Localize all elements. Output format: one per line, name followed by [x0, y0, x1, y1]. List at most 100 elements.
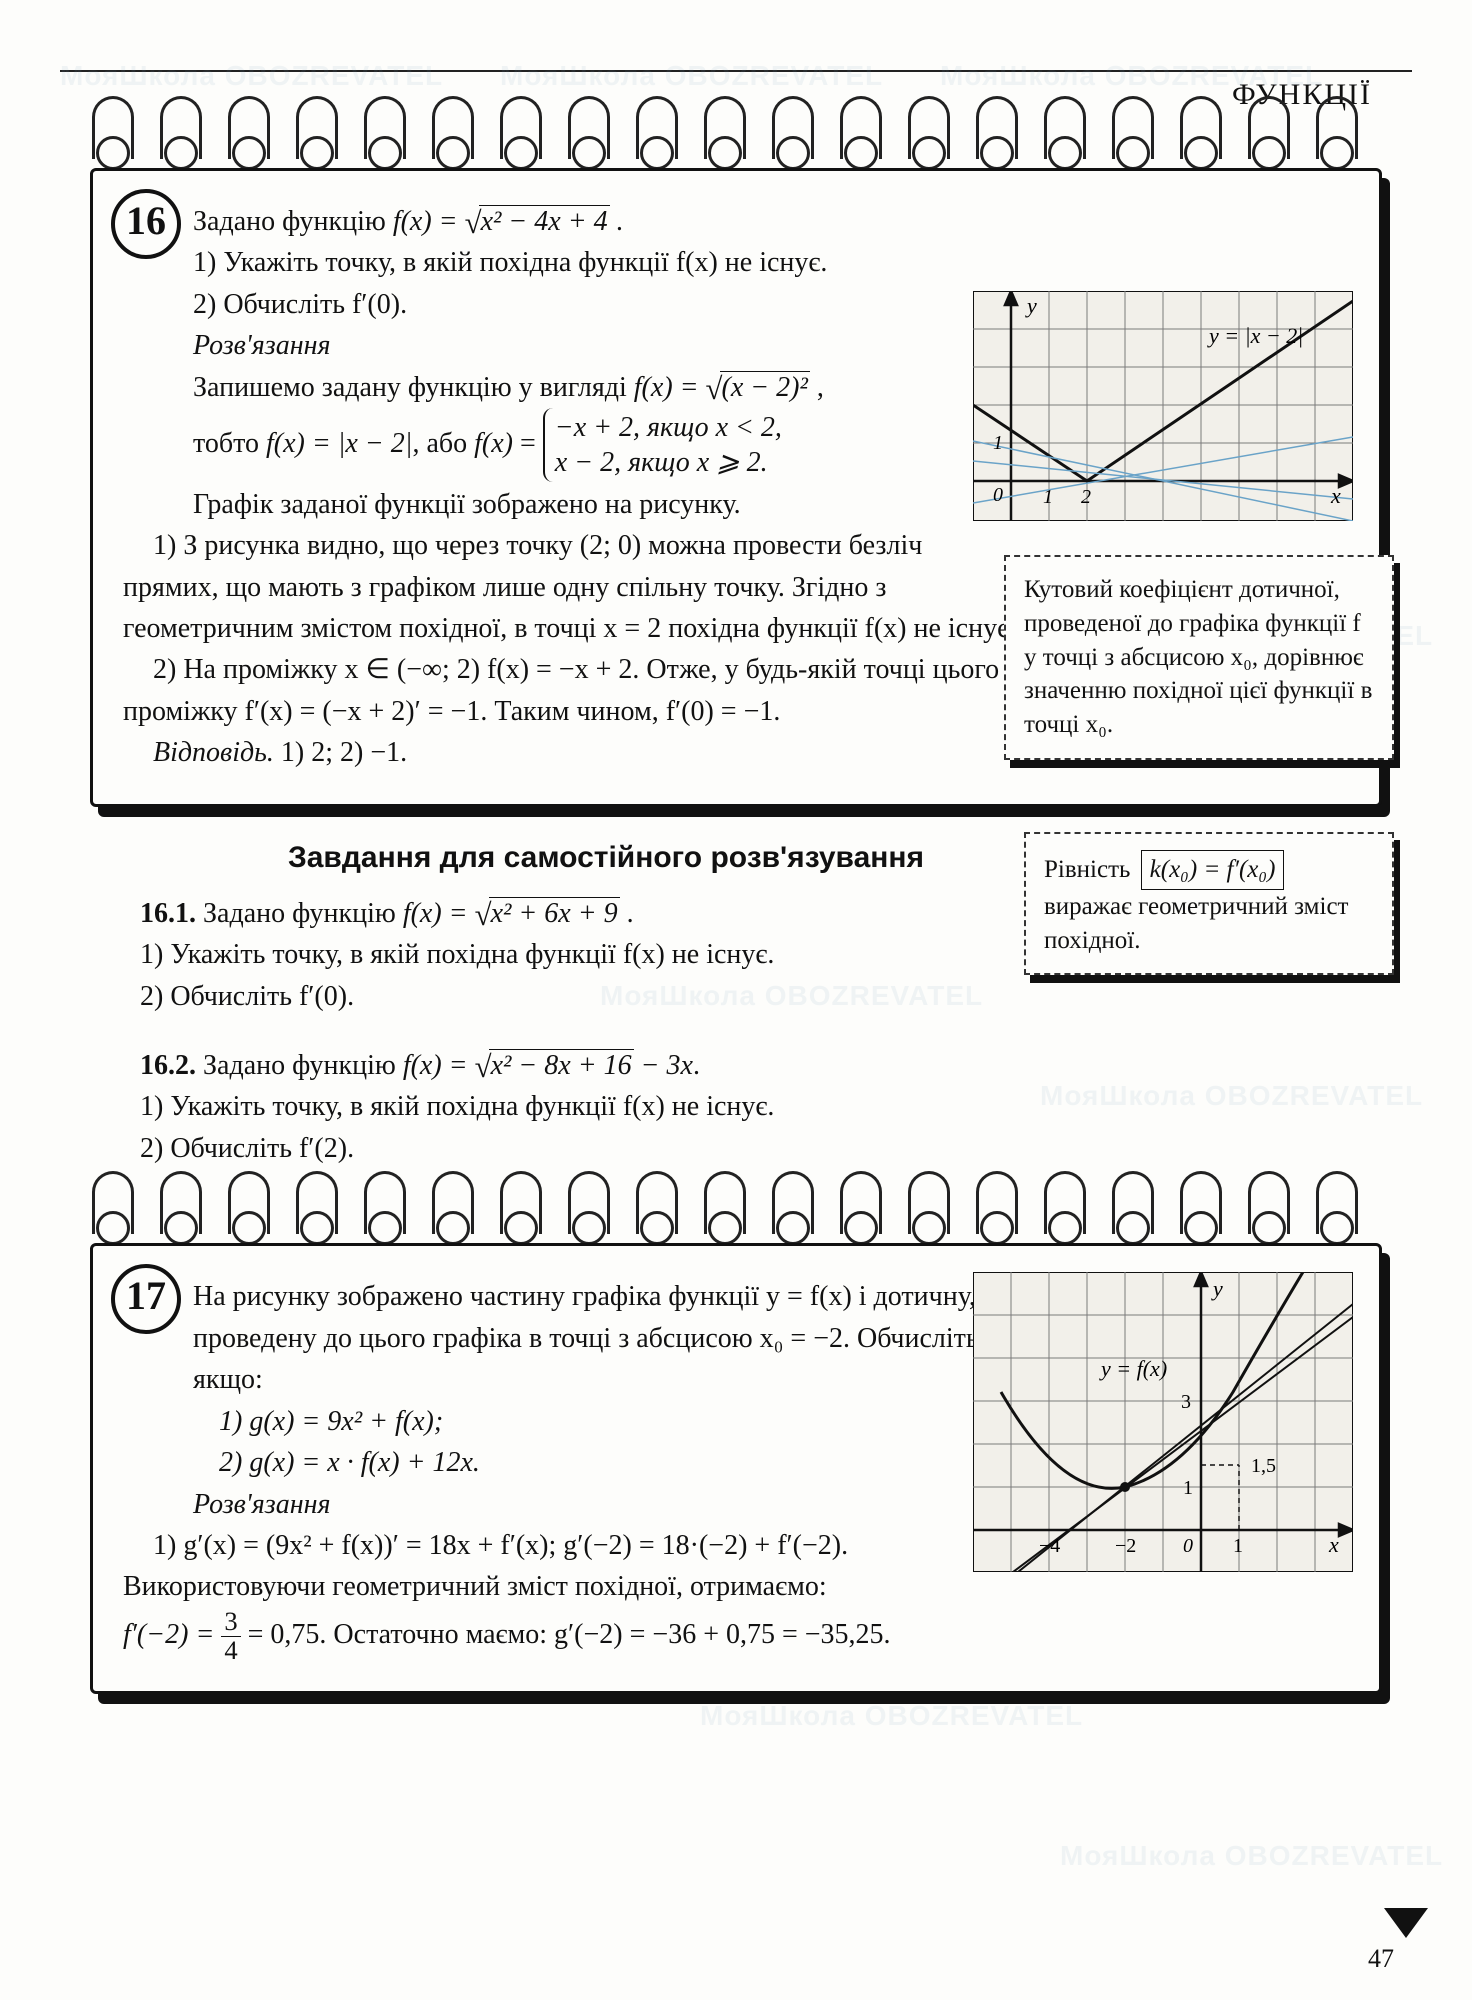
- spiral-hole: [300, 136, 334, 170]
- spiral-hole: [640, 1211, 674, 1245]
- p17-line2: Використовуючи геометричний зміст похідн…: [123, 1566, 1349, 1607]
- svg-text:1: 1: [1233, 1535, 1243, 1557]
- p17-item1: 1) g(x) = 9x² + f(x);: [193, 1401, 1089, 1442]
- task-16-2: 16.2. Задано функцію f(x) = x² − 8x + 16…: [140, 1045, 1352, 1169]
- p16-piece1: −x + 2, якщо x < 2,: [555, 410, 782, 445]
- p16-intro: Задано функцію: [193, 206, 393, 237]
- spiral-hole: [1184, 136, 1218, 170]
- p17-line3b: = 0,75. Остаточно маємо: g′(−2) = −36 + …: [248, 1619, 891, 1650]
- task-16-1-num: 16.1.: [140, 898, 196, 929]
- task-16-1-q1: 1) Укажіть точку, в якій похідна функції…: [140, 939, 774, 970]
- spiral-hole: [1320, 1211, 1354, 1245]
- p17-frac-den: 4: [221, 1637, 240, 1665]
- spiral-hole: [232, 1211, 266, 1245]
- spiral-hole: [572, 1211, 606, 1245]
- spiral-hole: [912, 136, 946, 170]
- spiral-hole: [436, 1211, 470, 1245]
- p16-line3: Графік заданої функції зображено на рису…: [193, 484, 1073, 525]
- watermark: МояШкола OBOZREVATEL: [700, 1700, 1083, 1732]
- task-16-2-q1: 1) Укажіть точку, в якій похідна функції…: [140, 1091, 774, 1122]
- spiral-hole: [912, 1211, 946, 1245]
- svg-text:1: 1: [993, 432, 1003, 454]
- corner-triangle-icon: [1384, 1908, 1428, 1938]
- callout2-post: виражає геометричний зміст похідної.: [1044, 893, 1348, 954]
- p16-answer-label: Відповідь.: [153, 737, 274, 768]
- svg-text:x: x: [1328, 1532, 1339, 1557]
- spiral-hole: [1252, 136, 1286, 170]
- svg-text:−2: −2: [1115, 1535, 1136, 1557]
- spiral-hole: [1252, 1211, 1286, 1245]
- svg-text:0: 0: [1183, 1535, 1193, 1557]
- spiral-hole: [708, 136, 742, 170]
- panel-17: 17: [90, 1243, 1382, 1693]
- spiral-hole: [1116, 1211, 1150, 1245]
- p16-answer: 1) 2; 2) −1.: [281, 737, 407, 768]
- spiral-hole: [572, 136, 606, 170]
- spiral-hole: [96, 136, 130, 170]
- header-rule: [60, 70, 1412, 72]
- p17-line3a: f′(−2) =: [123, 1619, 221, 1650]
- spiral-hole: [368, 136, 402, 170]
- p17-intro: На рисунку зображено частину графіка фун…: [193, 1276, 1063, 1400]
- page-number: 47: [1368, 1944, 1394, 1974]
- svg-text:x: x: [1330, 483, 1341, 508]
- panel-number-16: 16: [111, 189, 181, 259]
- panel-number-17: 17: [111, 1264, 181, 1334]
- svg-text:y: y: [1025, 293, 1037, 318]
- svg-text:0: 0: [993, 484, 1003, 506]
- task-16-2-q2: 2) Обчисліть f′(2).: [140, 1133, 354, 1164]
- spiral-hole: [980, 1211, 1014, 1245]
- spiral-hole: [776, 136, 810, 170]
- svg-text:1: 1: [1043, 486, 1053, 508]
- spiral-hole: [504, 136, 538, 170]
- p16-func: f(x) = x² − 4x + 4 .: [393, 206, 624, 237]
- p17-frac-num: 3: [221, 1608, 240, 1637]
- graph-tangent: −4 −2 0 1 1 3 1,5 y x y = f(x): [973, 1272, 1353, 1572]
- spiral-hole: [164, 136, 198, 170]
- spiral-hole: [368, 1211, 402, 1245]
- spiral-hole: [980, 136, 1014, 170]
- spiral-hole: [1320, 136, 1354, 170]
- spiral-binding-bottom: [90, 1197, 1382, 1243]
- p17-line1: 1) g′(x) = (9x² + f(x))′ = 18x + f′(x); …: [153, 1525, 1053, 1566]
- panel-16-graph-wrap: 0 1 2 1 y x y = |x − 2|: [973, 291, 1353, 521]
- spiral-hole: [300, 1211, 334, 1245]
- svg-text:2: 2: [1081, 486, 1091, 508]
- p16-piece2: x − 2, якщо x ⩾ 2.: [555, 445, 782, 480]
- p16-line5: 2) На проміжку x ∈ (−∞; 2) f(x) = −x + 2…: [123, 649, 1023, 732]
- watermark: МояШкола OBOZREVATEL: [1060, 1840, 1443, 1872]
- spiral-hole: [1048, 1211, 1082, 1245]
- svg-text:y = f(x): y = f(x): [1099, 1356, 1167, 1381]
- svg-text:3: 3: [1181, 1391, 1191, 1413]
- spiral-hole: [776, 1211, 810, 1245]
- callout-equality: Рівність k(x₀) = f′(x₀) виражає геометри…: [1024, 832, 1394, 975]
- spiral-hole: [436, 136, 470, 170]
- spiral-hole: [844, 136, 878, 170]
- p16-q1: 1) Укажіть точку, в якій похідна функції…: [193, 242, 1073, 283]
- spiral-hole: [640, 136, 674, 170]
- task-16-2-num: 16.2.: [140, 1050, 196, 1081]
- svg-text:1,5: 1,5: [1251, 1455, 1276, 1477]
- graph-abs-value: 0 1 2 1 y x y = |x − 2|: [973, 291, 1353, 521]
- spiral-hole: [504, 1211, 538, 1245]
- task-16-1: 16.1. Задано функцію f(x) = x² + 6x + 9 …: [140, 893, 1000, 1017]
- spiral-hole: [164, 1211, 198, 1245]
- spiral-hole: [232, 136, 266, 170]
- spiral-hole: [844, 1211, 878, 1245]
- svg-text:y = |x − 2|: y = |x − 2|: [1207, 323, 1303, 348]
- task-16-1-q2: 2) Обчисліть f′(0).: [140, 981, 354, 1012]
- spiral-hole: [1116, 136, 1150, 170]
- svg-text:−4: −4: [1039, 1535, 1060, 1557]
- spiral-hole: [708, 1211, 742, 1245]
- p16-line4: 1) З рисунка видно, що через точку (2; 0…: [123, 525, 1023, 649]
- callout2-pre: Рівність: [1044, 856, 1137, 883]
- callout2-box: k(x₀) = f′(x₀): [1141, 850, 1285, 890]
- p17-item2: 2) g(x) = x · f(x) + 12x.: [193, 1442, 1089, 1483]
- panel-17-body: −4 −2 0 1 1 3 1,5 y x y = f(x) На рисунк…: [193, 1276, 1349, 1664]
- page: МояШкола OBOZREVATEL МояШкола OBOZREVATE…: [0, 0, 1472, 2000]
- spiral-hole: [1048, 136, 1082, 170]
- callout-slope: Кутовий коефіцієнт дотичної, проведеної …: [1004, 555, 1394, 760]
- svg-text:1: 1: [1183, 1477, 1193, 1499]
- svg-text:y: y: [1211, 1276, 1223, 1301]
- spiral-hole: [96, 1211, 130, 1245]
